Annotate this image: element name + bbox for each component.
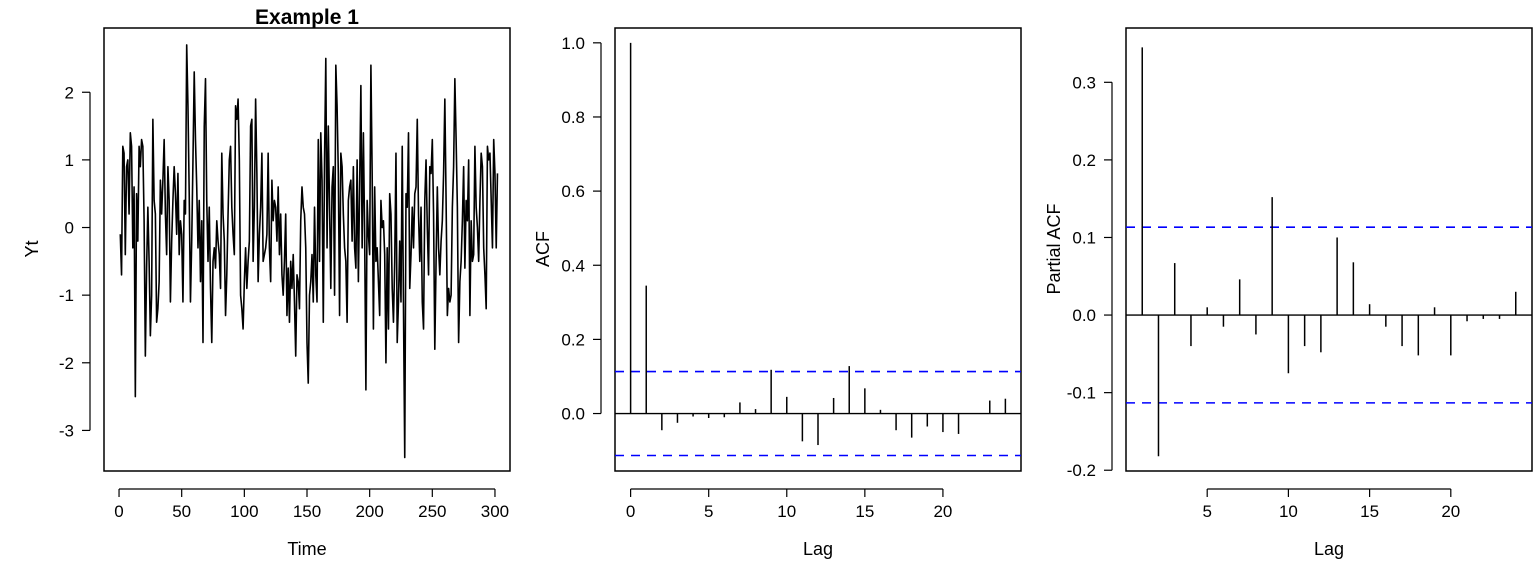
time-series-title: Example 1 bbox=[255, 6, 359, 29]
pacf-y-tick-label: 0.3 bbox=[1072, 73, 1096, 92]
pacf-panel: 5 10 15 20 -0.2 -0.1 0.0 0.1 0.2 0.3 Lag Partial … bbox=[1044, 27, 1533, 559]
time-series-y-tick-label: 1 bbox=[65, 151, 74, 170]
time-series-x-tick-label: 300 bbox=[481, 502, 509, 521]
pacf-y-tick-label: 0.2 bbox=[1072, 151, 1096, 170]
pacf-x-tick-label: 20 bbox=[1441, 502, 1460, 521]
pacf-plot-frame bbox=[1125, 27, 1533, 472]
pacf-axes: 5 10 15 20 -0.2 -0.1 0.0 0.1 0.2 0.3 bbox=[1067, 73, 1461, 521]
time-series-y-tick-label: 0 bbox=[65, 219, 74, 238]
time-series-x-tick-label: 150 bbox=[293, 502, 321, 521]
acf-bars bbox=[615, 42, 1021, 457]
time-series-panel: Example 1 0 50 100 150 200 250 300 -3 -2 -1 0 1 2 Ti… bbox=[22, 6, 511, 559]
pacf-x-tick-label: 5 bbox=[1202, 502, 1211, 521]
time-series-plot-frame bbox=[103, 27, 511, 472]
acf-x-tick-label: 5 bbox=[704, 502, 713, 521]
pacf-x-label: Lag bbox=[1314, 539, 1344, 559]
acf-y-tick-label: 0.0 bbox=[561, 405, 585, 424]
time-series-axes: 0 50 100 150 200 250 300 -3 -2 -1 0 1 2 bbox=[59, 83, 509, 521]
acf-y-tick-label: 0.6 bbox=[561, 182, 585, 201]
acf-y-tick-label: 0.4 bbox=[561, 256, 585, 275]
acf-y-tick-label: 1.0 bbox=[561, 34, 585, 53]
acf-x-tick-label: 20 bbox=[933, 502, 952, 521]
pacf-y-label: Partial ACF bbox=[1044, 203, 1064, 294]
acf-x-tick-label: 10 bbox=[777, 502, 796, 521]
acf-y-tick-label: 0.8 bbox=[561, 108, 585, 127]
time-series-x-tick-label: 250 bbox=[418, 502, 446, 521]
pacf-x-tick-label: 15 bbox=[1360, 502, 1379, 521]
time-series-x-tick-label: 200 bbox=[355, 502, 383, 521]
time-series-x-tick-label: 0 bbox=[114, 502, 123, 521]
acf-panel: 0 5 10 15 20 0.0 0.2 0.4 0.6 0.8 1.0 Lag ACF bbox=[533, 27, 1022, 559]
time-series-y-tick-label: -3 bbox=[59, 421, 74, 440]
time-series-y-tick-label: -1 bbox=[59, 286, 74, 305]
acf-x-tick-label: 15 bbox=[855, 502, 874, 521]
time-series-x-tick-label: 100 bbox=[230, 502, 258, 521]
time-series-y-tick-label: -2 bbox=[59, 354, 74, 373]
time-series-line bbox=[119, 44, 499, 459]
time-series-x-label: Time bbox=[287, 539, 326, 559]
pacf-bars bbox=[1126, 47, 1532, 457]
pacf-y-tick-label: -0.2 bbox=[1067, 461, 1096, 480]
time-series-y-tick-label: 2 bbox=[65, 83, 74, 102]
acf-plot-frame bbox=[614, 27, 1022, 472]
acf-y-label: ACF bbox=[533, 231, 553, 267]
pacf-x-tick-label: 10 bbox=[1279, 502, 1298, 521]
acf-x-label: Lag bbox=[803, 539, 833, 559]
time-series-y-label: Yt bbox=[22, 240, 42, 257]
time-series-line-path bbox=[119, 44, 499, 459]
pacf-y-tick-label: 0.0 bbox=[1072, 306, 1096, 325]
pacf-y-tick-label: -0.1 bbox=[1067, 384, 1096, 403]
acf-axes: 0 5 10 15 20 0.0 0.2 0.4 0.6 0.8 1.0 bbox=[561, 34, 952, 521]
time-series-x-tick-label: 50 bbox=[172, 502, 191, 521]
acf-x-tick-label: 0 bbox=[626, 502, 635, 521]
acf-y-tick-label: 0.2 bbox=[561, 330, 585, 349]
pacf-y-tick-label: 0.1 bbox=[1072, 228, 1096, 247]
